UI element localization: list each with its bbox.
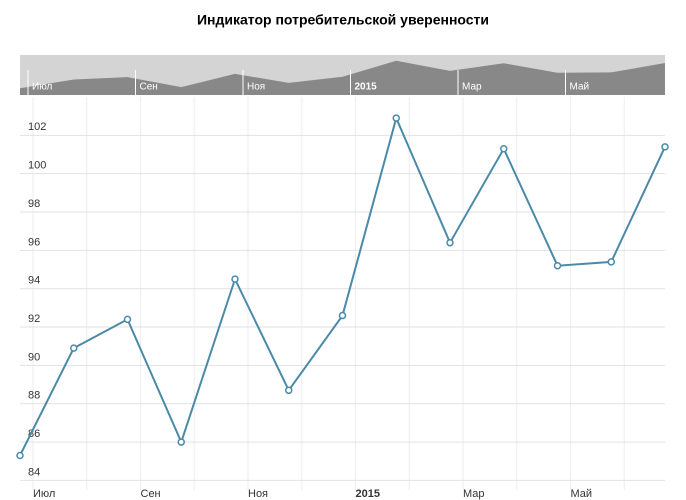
- x-tick-label: Мар: [463, 488, 485, 500]
- data-point: [231, 275, 239, 283]
- data-point: [285, 386, 293, 395]
- x-tick-label: 2015: [356, 488, 380, 500]
- y-tick-label: 102: [28, 121, 46, 133]
- y-tick-label: 92: [28, 313, 40, 325]
- data-point: [177, 438, 185, 446]
- navigator-label: Сен: [140, 82, 158, 93]
- navigator-area: [20, 60, 665, 95]
- data-point: [338, 311, 347, 320]
- y-tick-label: 98: [28, 198, 40, 210]
- data-point: [500, 145, 508, 153]
- data-point: [553, 261, 562, 270]
- chart-title: Индикатор потребительской уверенности: [197, 12, 489, 28]
- navigator-label: 2015: [355, 82, 378, 93]
- y-tick-label: 84: [28, 466, 40, 478]
- data-point: [123, 315, 132, 324]
- y-tick-label: 94: [28, 275, 40, 287]
- y-tick-label: 86: [28, 428, 40, 440]
- data-point: [392, 114, 400, 122]
- y-tick-label: 88: [28, 390, 40, 402]
- y-tick-label: 96: [28, 236, 40, 248]
- x-tick-label: Май: [571, 488, 593, 500]
- data-point: [661, 143, 669, 151]
- data-point: [70, 344, 78, 352]
- series-line: [19, 115, 666, 456]
- data-point: [607, 258, 615, 266]
- x-tick-label: Сен: [141, 488, 161, 500]
- x-tick-label: Ноя: [248, 488, 268, 500]
- y-tick-label: 90: [28, 351, 40, 363]
- navigator-label: Мар: [462, 82, 482, 93]
- data-point: [446, 238, 454, 247]
- y-tick-label: 100: [28, 160, 46, 172]
- data-point: [16, 451, 24, 460]
- navigator-label: Ноя: [247, 82, 265, 93]
- navigator-label: Июл: [32, 82, 52, 93]
- navigator-label: Май: [570, 82, 590, 93]
- x-tick-label: Июл: [33, 488, 55, 500]
